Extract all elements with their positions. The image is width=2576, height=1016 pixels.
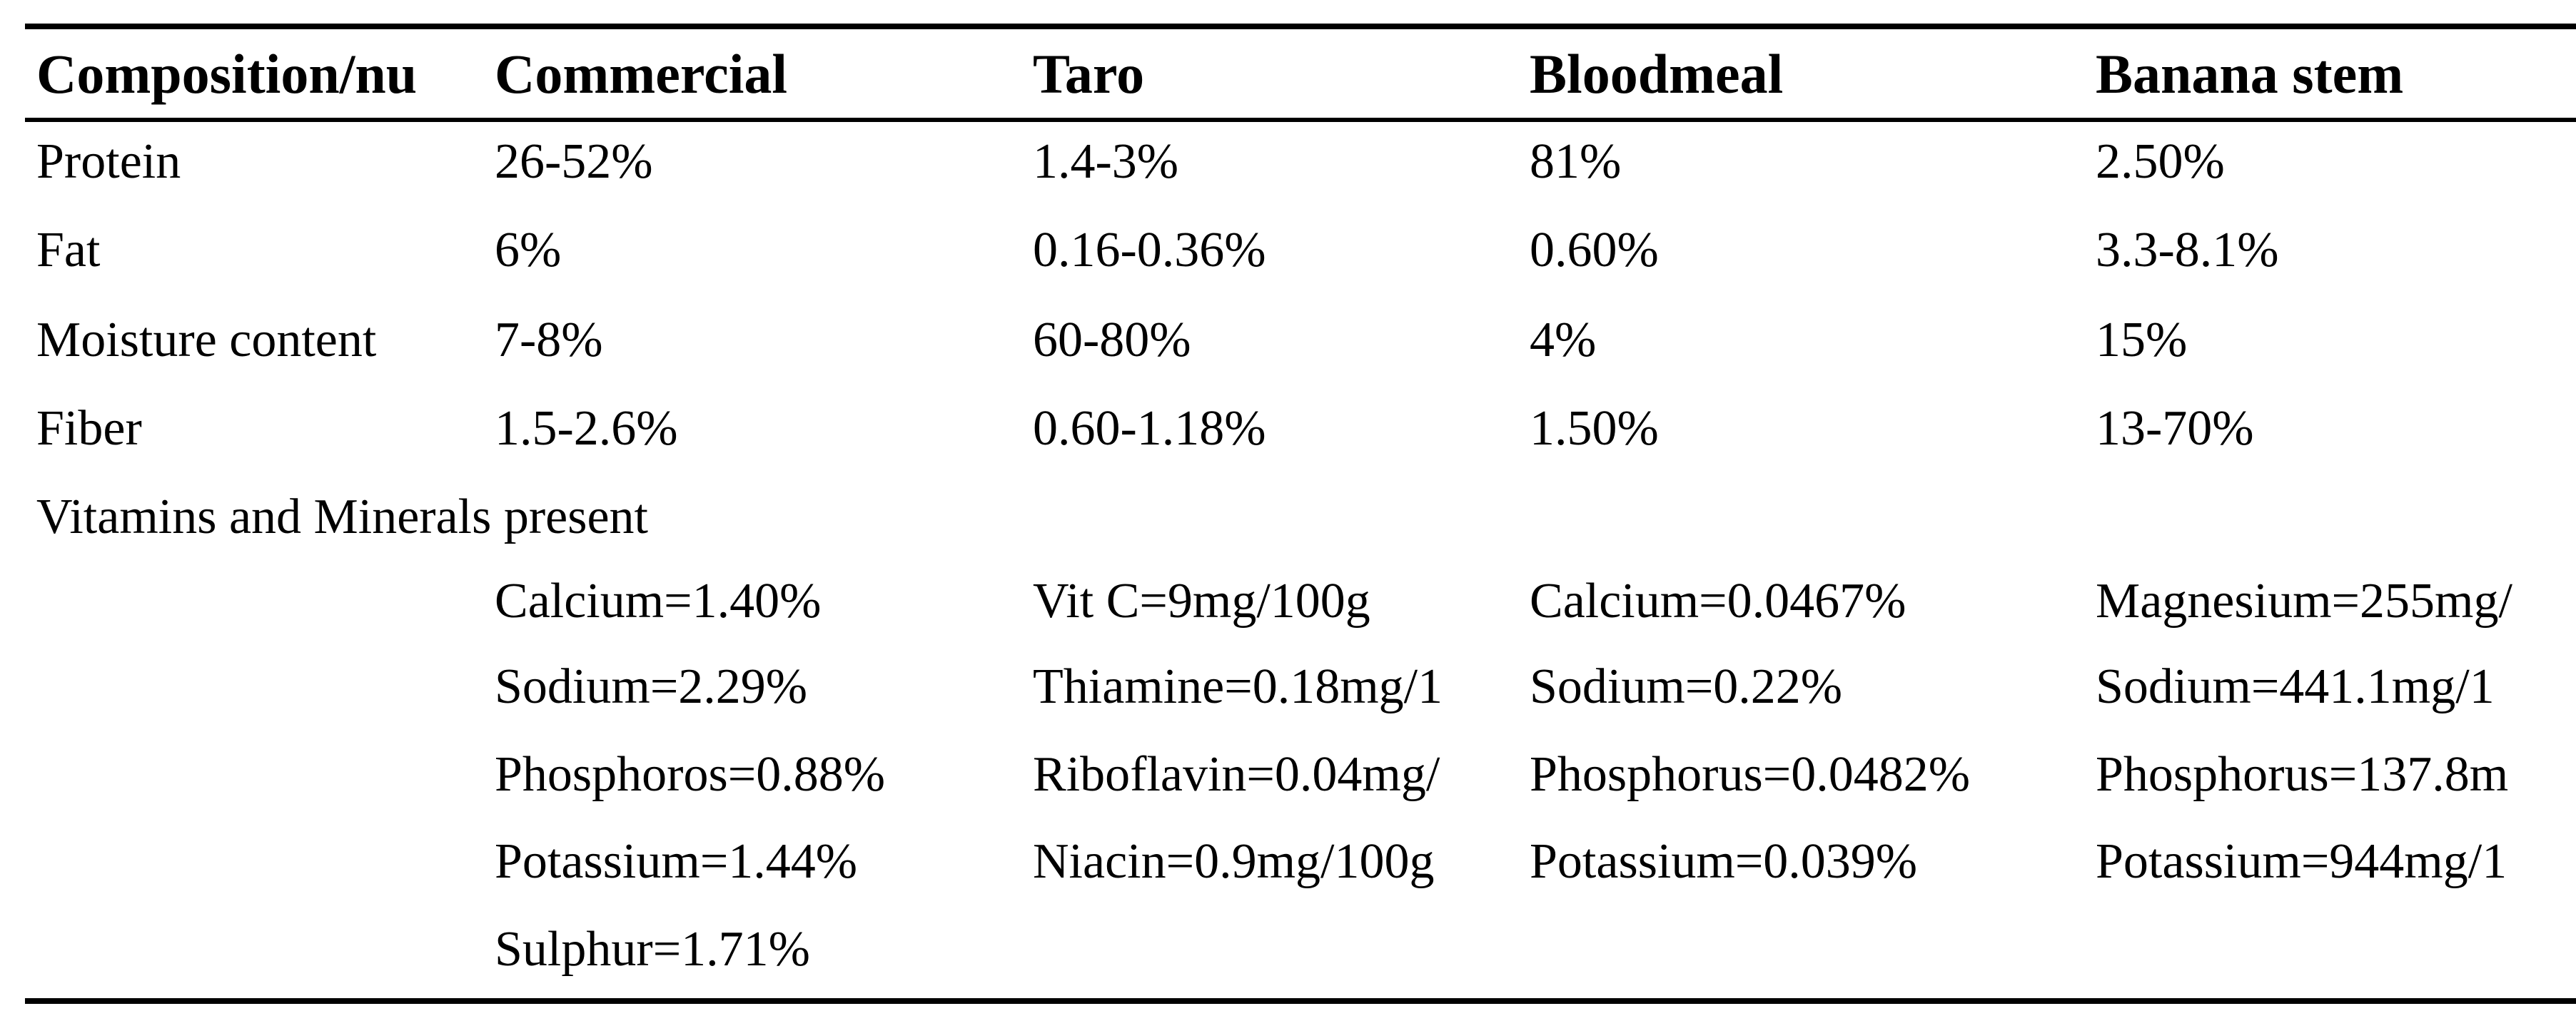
cell: 1.4-3% xyxy=(1033,134,1178,189)
cell: Fiber xyxy=(36,401,142,456)
cell: 1.5-2.6% xyxy=(495,401,678,456)
cell: 0.16-0.36% xyxy=(1033,223,1266,278)
cell: Fat xyxy=(36,223,101,278)
mineral-cell: Sodium=0.22% xyxy=(1530,659,1842,714)
mineral-cell: Potassium=0.039% xyxy=(1530,834,1917,889)
cell: 60-80% xyxy=(1033,313,1191,367)
header-cell: Bloodmeal xyxy=(1530,43,1783,105)
cell: 6% xyxy=(495,223,561,278)
bottom-rule xyxy=(25,998,2576,1004)
header-cell: Taro xyxy=(1033,43,1144,105)
mineral-cell: Thiamine=0.18mg/1 xyxy=(1033,659,1443,714)
header-cell: Banana stem xyxy=(2096,43,2403,105)
mineral-cell: Phosphorus=137.8m xyxy=(2096,747,2508,802)
header-cell: Composition/nu xyxy=(36,43,417,105)
cell: Protein xyxy=(36,134,181,189)
mineral-cell: Magnesium=255mg/ xyxy=(2096,574,2512,629)
cell: 13-70% xyxy=(2096,401,2254,456)
cell: Moisture content xyxy=(36,313,377,367)
cell: 3.3-8.1% xyxy=(2096,223,2279,278)
mineral-cell: Vit C=9mg/100g xyxy=(1033,574,1370,629)
mineral-cell: Calcium=0.0467% xyxy=(1530,574,1906,629)
top-rule xyxy=(25,24,2576,29)
mineral-cell: Niacin=0.9mg/100g xyxy=(1033,834,1434,889)
header-rule xyxy=(25,118,2576,122)
cell: 81% xyxy=(1530,134,1621,189)
cell: 7-8% xyxy=(495,313,603,367)
cell: 26-52% xyxy=(495,134,653,189)
mineral-cell: Sulphur=1.71% xyxy=(495,922,810,977)
cell: 4% xyxy=(1530,313,1596,367)
cell: 15% xyxy=(2096,313,2187,367)
header-cell: Commercial xyxy=(495,43,787,105)
cell: 0.60% xyxy=(1530,223,1659,278)
mineral-cell: Potassium=944mg/1 xyxy=(2096,834,2507,889)
cell: 2.50% xyxy=(2096,134,2225,189)
mineral-cell: Sodium=441.1mg/1 xyxy=(2096,659,2495,714)
section-label: Vitamins and Minerals present xyxy=(36,489,649,544)
cell: 1.50% xyxy=(1530,401,1659,456)
mineral-cell: Phosphoros=0.88% xyxy=(495,747,885,802)
mineral-cell: Potassium=1.44% xyxy=(495,834,857,889)
mineral-cell: Calcium=1.40% xyxy=(495,574,821,629)
cell: 0.60-1.18% xyxy=(1033,401,1266,456)
mineral-cell: Riboflavin=0.04mg/ xyxy=(1033,747,1440,802)
mineral-cell: Phosphorus=0.0482% xyxy=(1530,747,1970,802)
mineral-cell: Sodium=2.29% xyxy=(495,659,807,714)
